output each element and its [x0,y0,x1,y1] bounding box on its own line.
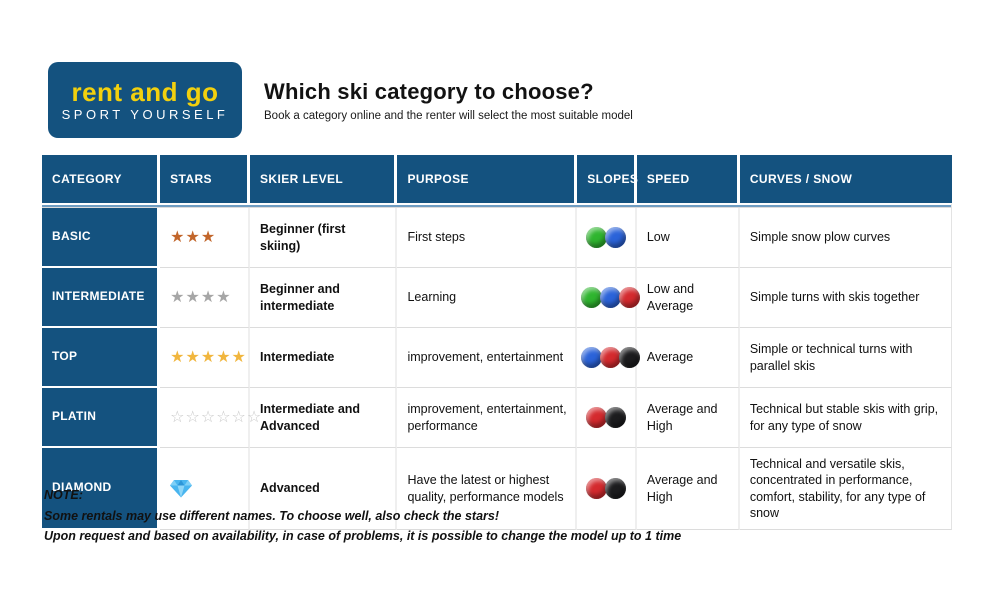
curves-snow-cell: Simple snow plow curves [739,208,952,268]
category-cell: PLATIN [42,388,161,448]
note-label: NOTE: [44,488,83,502]
skier-level-cell: Intermediate [250,328,398,388]
stars-cell: ★★★ [160,208,251,268]
table-header-row: CATEGORY STARS SKIER LEVEL PURPOSE SLOPES SPE… [42,155,952,203]
stars-cell [160,448,251,530]
note-block: NOTE: Some rentals may use different nam… [44,485,681,547]
speed-cell: Low [636,208,740,268]
purpose-cell: Have the latest or highest quality, perf… [397,448,578,530]
skier-level-cell: Beginner (first skiing) [250,208,398,268]
category-cell: INTERMEDIATE [42,268,161,328]
speed-cell: Average [636,328,740,388]
page-heading: Which ski category to choose? Book a cat… [264,79,633,122]
purpose-cell: Learning [397,268,578,328]
slopes-cell [577,388,637,448]
rent-and-go-logo: rent and go SPORT YOURSELF [48,62,242,138]
purpose-cell: improvement, entertainment, performance [397,388,578,448]
skier-level-cell: Intermediate and Advanced [250,388,398,448]
slope-dot-red-icon [600,347,622,368]
table-body: BASIC ★★★ Beginner (first skiing) First ste… [42,203,952,530]
column-header-category: CATEGORY [42,155,161,203]
stars-cell: ★★★★★ [160,328,251,388]
logo-tagline-text: SPORT YOURSELF [61,107,229,122]
column-header-skier-level: SKIER LEVEL [250,155,398,203]
outline-stars-icon: ☆☆☆☆☆☆ [170,407,263,427]
diamond-icon [170,480,193,498]
page-title: Which ski category to choose? [264,79,594,104]
column-header-slopes: SLOPES [577,155,638,203]
slope-dot-red-icon [586,407,608,428]
skier-level-cell: Advanced [250,448,398,530]
purpose-cell: First steps [397,208,578,268]
filled-stars-icon: ★★★★★ [170,347,247,367]
curves-snow-cell: Technical and versatile skis, concentrat… [739,448,952,530]
slope-dot-blue-icon [600,287,622,308]
slope-dot-green-icon [586,227,608,248]
curves-snow-cell: Technical but stable skis with grip, for… [739,388,952,448]
slopes-cell [577,448,637,530]
slope-dot-green-icon [581,287,603,308]
category-cell: BASIC [42,208,161,268]
table-row-platin: PLATIN ☆☆☆☆☆☆ Intermediate and Advanced imp… [42,388,952,448]
speed-cell: Average and High [636,448,740,530]
table-row-basic: BASIC ★★★ Beginner (first skiing) First ste… [42,208,952,268]
speed-cell: Low and Average [636,268,740,328]
slope-dot-black-icon [619,347,641,368]
category-cell: TOP [42,328,161,388]
slope-dot-blue-icon [581,347,603,368]
slopes-cell [577,208,637,268]
column-header-curves-snow: CURVES / SNOW [739,155,952,203]
note-line-2: Upon request and based on availability, … [44,529,682,543]
slope-dot-red-icon [619,287,641,308]
slopes-cell [577,328,641,388]
category-cell: DIAMOND [42,448,161,530]
purpose-cell: improvement, entertainment [397,328,578,388]
page-subtitle: Book a category online and the renter wi… [264,110,633,122]
slope-dot-black-icon [605,407,627,428]
table-row-diamond: DIAMOND Advanced Have the latest or highes… [42,448,952,530]
ski-category-table: CATEGORY STARS SKIER LEVEL PURPOSE SLOPES SPE… [42,155,952,530]
speed-cell: Average and High [636,388,740,448]
slope-dot-red-icon [586,478,608,499]
curves-snow-cell: Simple turns with skis together [739,268,952,328]
column-header-stars: STARS [160,155,251,203]
table-row-intermediate: INTERMEDIATE ★★★★ Beginner and intermediat… [42,268,952,328]
logo-brand-text: rent and go [71,77,219,107]
curves-snow-cell: Simple or technical turns with parallel … [739,328,952,388]
skier-level-cell: Beginner and intermediate [250,268,398,328]
filled-stars-icon: ★★★★ [170,287,232,307]
slope-dot-black-icon [605,478,627,499]
stars-cell: ☆☆☆☆☆☆ [160,388,261,448]
note-line-1: Some rentals may use different names. To… [44,508,500,523]
table-row-top: TOP ★★★★★ Intermediate improvement, enterta… [42,328,952,388]
stars-cell: ★★★★ [160,268,251,328]
header-divider-line [42,203,952,208]
column-header-speed: SPEED [636,155,740,203]
slope-dot-blue-icon [605,227,627,248]
slopes-cell [577,268,641,328]
column-header-purpose: PURPOSE [397,155,578,203]
filled-stars-icon: ★★★ [170,227,217,247]
